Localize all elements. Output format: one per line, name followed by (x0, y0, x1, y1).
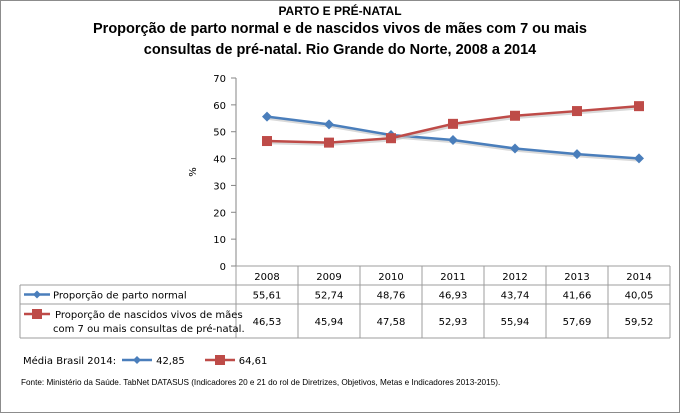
brazil-average-label: Média Brasil 2014: (23, 356, 117, 367)
section-title: PARTO E PRÉ-NATAL (278, 4, 402, 18)
y-tick-label: 70 (213, 74, 226, 85)
axes: 0 10 20 30 40 50 60 70 (213, 74, 237, 273)
table-cell-value: 45,94 (315, 317, 344, 328)
data-point-square (572, 106, 582, 117)
x-tick-label: 2014 (626, 272, 651, 283)
y-axis-label: % (188, 167, 199, 177)
table-cell-value: 46,53 (253, 317, 282, 328)
table-cell-value: 43,74 (501, 291, 530, 302)
y-tick-label: 60 (213, 101, 226, 112)
chart-title: Proporção de parto normal e de nascidos … (0, 19, 680, 61)
data-point-diamond (634, 153, 644, 164)
x-tick-label: 2011 (440, 272, 465, 283)
data-point-square (386, 133, 396, 144)
brazil-average: Média Brasil 2014: 42,85 64,61 (23, 354, 281, 369)
y-tick-label: 0 (220, 262, 226, 273)
square-marker-icon (204, 354, 235, 369)
table-cell-value: 59,52 (625, 317, 654, 328)
brazil-average-series-1: 42,85 (156, 356, 185, 367)
data-point-diamond (262, 111, 272, 122)
data-point-diamond (448, 134, 458, 145)
y-tick-label: 50 (213, 128, 226, 139)
table-cell-value: 48,76 (377, 291, 406, 302)
series-label: Proporção de parto normal (53, 291, 187, 302)
brazil-average-series-2: 64,61 (238, 356, 268, 367)
y-tick-label: 30 (213, 181, 226, 192)
y-tick-label: 10 (213, 235, 226, 246)
table-cell-value: 52,74 (315, 291, 344, 302)
table-cell-value: 55,94 (501, 317, 530, 328)
data-point-square (324, 137, 334, 148)
chart-title-line-2: consultas de pré-natal. Rio Grande do No… (143, 42, 537, 58)
legend-diamond-icon (33, 290, 41, 299)
table-cell-value: 47,58 (377, 317, 406, 328)
x-tick-label: 2013 (564, 272, 589, 283)
series-label: Proporção de nascidos vivos de mães (55, 310, 243, 321)
data-point-square (634, 101, 644, 112)
data-point-square (510, 110, 520, 121)
chart-title-line-1: Proporção de parto normal e de nascidos … (93, 21, 587, 37)
data-point-square (448, 118, 458, 129)
y-tick-label: 20 (213, 208, 226, 219)
x-tick-label: 2008 (254, 272, 279, 283)
series-lines (262, 101, 644, 164)
legend-square-icon (32, 309, 42, 319)
table-cell-value: 52,93 (439, 317, 468, 328)
diamond-marker-icon (122, 355, 153, 368)
data-point-square (262, 136, 272, 147)
table-cell-value: 55,61 (253, 291, 282, 302)
x-tick-label: 2010 (378, 272, 403, 283)
table-cell-value: 46,93 (439, 291, 468, 302)
x-tick-label: 2009 (316, 272, 341, 283)
data-point-diamond (324, 119, 334, 130)
table-cell-value: 40,05 (625, 291, 654, 302)
data-table: 2008 2009 2010 2011 2012 2013 2014 Proporção de… (19, 265, 671, 339)
series-label: com 7 ou mais consultas de pré-natal. (53, 323, 245, 335)
table-cell-value: 57,69 (563, 317, 592, 328)
source-note: Fonte: Ministério da Saúde. TabNet DATAS… (21, 378, 501, 387)
x-tick-label: 2012 (502, 272, 527, 283)
y-tick-label: 40 (213, 155, 226, 166)
table-cell-value: 41,66 (563, 291, 592, 302)
data-point-diamond (510, 143, 520, 154)
data-point-diamond (572, 149, 582, 160)
